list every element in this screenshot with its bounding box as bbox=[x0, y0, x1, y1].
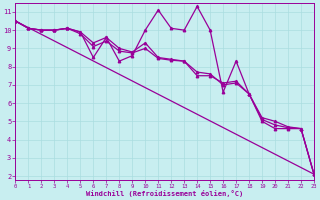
X-axis label: Windchill (Refroidissement éolien,°C): Windchill (Refroidissement éolien,°C) bbox=[86, 190, 243, 197]
